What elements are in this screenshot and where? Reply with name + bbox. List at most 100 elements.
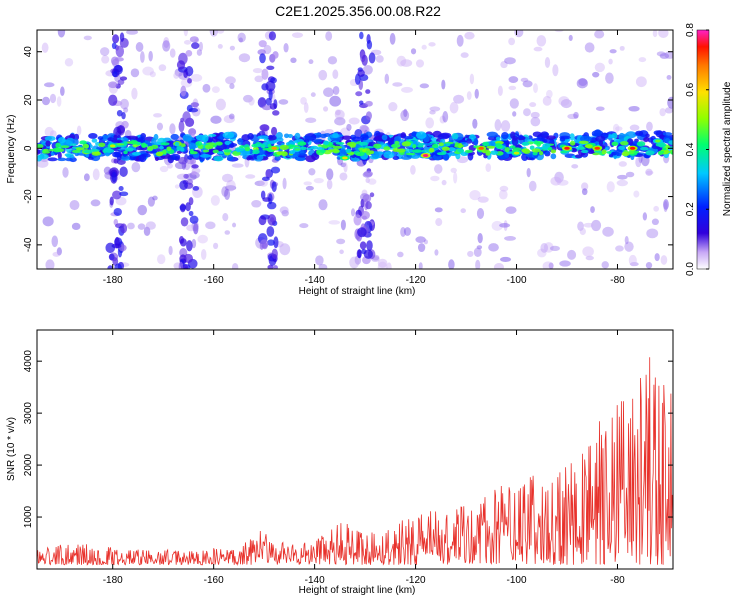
heatmap-band-blob <box>228 143 235 149</box>
snr-x-ticks: -180 -160 -140 -120 -100 -80 <box>103 330 625 586</box>
heatmap-streak-blob <box>116 109 123 117</box>
heatmap-speckle <box>615 126 623 131</box>
heatmap-speckle <box>560 99 572 109</box>
heatmap-band-blob <box>383 151 395 159</box>
heatmap-core-blob <box>212 149 219 154</box>
x-tick-label: -120 <box>406 275 426 286</box>
heatmap-speckle <box>529 102 537 108</box>
heatmap-band-blob <box>275 131 283 140</box>
x-tick-label: -120 <box>406 575 426 586</box>
heatmap-speckle <box>147 196 155 207</box>
heatmap-streak-blob <box>107 265 114 269</box>
heatmap-core-blob <box>542 143 551 149</box>
heatmap-speckle <box>533 46 543 52</box>
heatmap-speckle <box>526 167 531 178</box>
heatmap-band-blob <box>591 130 604 137</box>
heatmap-speckle <box>327 56 338 65</box>
heatmap-core-blob <box>405 152 416 156</box>
heatmap-streak-blob <box>115 45 125 58</box>
heatmap-core-blob <box>294 148 301 151</box>
heatmap-speckle <box>334 109 345 120</box>
heatmap-speckle <box>499 185 509 192</box>
heatmap-band-blob <box>486 131 498 138</box>
heatmap-speckle <box>300 97 307 105</box>
heatmap-speckle <box>434 164 443 174</box>
heatmap-speckle <box>126 30 138 35</box>
heatmap-speckle <box>663 199 669 210</box>
heatmap-speckle <box>71 222 81 231</box>
heatmap-core-blob <box>640 146 649 151</box>
heatmap-streak-blob <box>357 69 365 77</box>
heatmap-speckle <box>210 115 222 124</box>
heatmap-core-blob <box>611 141 619 147</box>
heatmap-band-blob <box>91 153 101 162</box>
heatmap-core-blob <box>48 148 55 152</box>
heatmap-core-blob <box>412 144 417 149</box>
heatmap-speckle <box>318 199 328 211</box>
heatmap-speckle <box>349 256 360 269</box>
heatmap-speckle <box>618 161 627 167</box>
heatmap-core-blob <box>317 144 322 147</box>
colorbar-tick-label: 0.6 <box>685 82 696 96</box>
y-tick-label: 4000 <box>23 350 34 373</box>
heatmap-speckle <box>332 85 340 95</box>
heatmap-band-blob <box>44 135 56 142</box>
chart-title: C2E1.2025.356.00.08.R22 <box>275 3 441 19</box>
heatmap-speckle <box>434 207 443 213</box>
heatmap-core-blob <box>550 149 557 154</box>
heatmap-core-blob <box>251 143 259 148</box>
heatmap-core-blob <box>369 150 375 155</box>
heatmap-core-blob <box>98 142 106 148</box>
heatmap-band-blob <box>268 134 274 139</box>
heatmap-speckle <box>493 263 504 269</box>
heatmap-band-blob <box>569 133 575 141</box>
heatmap-speckle <box>90 199 101 207</box>
heatmap-speckle <box>514 30 524 38</box>
heatmap-speckle <box>595 106 605 111</box>
heatmap-speckle <box>237 32 246 43</box>
heatmap-speckle <box>592 71 600 78</box>
heatmap-band-blob <box>532 131 542 138</box>
heatmap-streak-blob <box>363 249 373 259</box>
heatmap-streak-blob <box>365 89 371 94</box>
heatmap-core-blob <box>69 143 77 146</box>
heatmap-band-blob <box>332 132 339 138</box>
spectrogram-heat-layer <box>37 30 673 269</box>
heatmap-streak-blob <box>273 265 278 269</box>
heatmap-speckle <box>215 98 226 111</box>
heatmap-speckle <box>318 263 328 269</box>
heatmap-core-blob <box>216 151 224 155</box>
spectrogram-y-ticks: -40 -20 0 20 40 <box>23 46 673 252</box>
heatmap-streak-blob <box>259 53 266 64</box>
heatmap-core-blob <box>244 146 251 152</box>
heatmap-speckle <box>500 120 511 132</box>
heatmap-streak-blob <box>362 194 372 203</box>
heatmap-core-blob <box>37 143 44 149</box>
heatmap-speckle <box>533 83 538 94</box>
heatmap-core-blob <box>141 142 147 148</box>
heatmap-streak-blob <box>185 49 193 57</box>
heatmap-speckle <box>130 68 140 78</box>
colorbar-tick-label: 0.8 <box>685 23 696 37</box>
heatmap-streak-blob <box>192 186 200 191</box>
heatmap-speckle <box>42 216 54 227</box>
heatmap-speckle <box>403 108 408 118</box>
heatmap-speckle <box>229 83 235 90</box>
heatmap-speckle <box>477 196 489 203</box>
heatmap-speckle <box>591 219 602 232</box>
heatmap-speckle <box>183 40 192 45</box>
x-tick-label: -100 <box>507 575 527 586</box>
heatmap-band-blob <box>112 151 121 158</box>
heatmap-band-blob <box>473 137 479 146</box>
heatmap-speckle <box>254 75 264 83</box>
heatmap-streak-blob <box>114 65 123 73</box>
heatmap-speckle <box>522 80 533 88</box>
heatmap-band-blob <box>45 140 51 147</box>
heatmap-band-blob <box>394 135 402 142</box>
heatmap-speckle <box>148 50 153 62</box>
heatmap-streak-blob <box>262 197 272 202</box>
heatmap-core-blob <box>281 151 288 157</box>
heatmap-speckle <box>37 159 49 168</box>
spectrogram-x-axis-label: Height of straight line (km) <box>299 286 416 297</box>
